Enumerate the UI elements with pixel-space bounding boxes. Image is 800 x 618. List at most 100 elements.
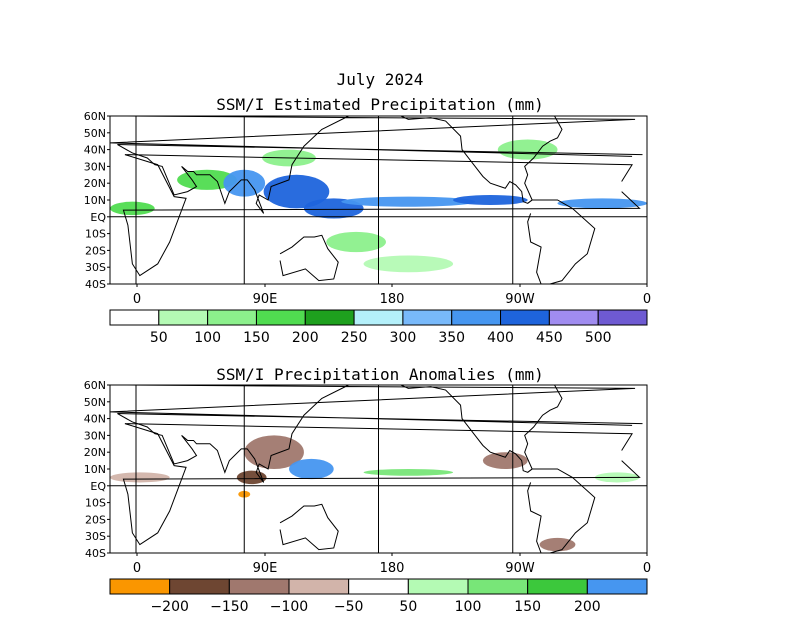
- anomaly-lon-label: 90W: [505, 561, 535, 576]
- anomaly-lat-label: 10N: [84, 463, 106, 476]
- anomaly-colorbar-label: −100: [270, 599, 308, 615]
- precip-colorbar-label: 50: [150, 330, 168, 346]
- anomaly-coast-africa: [122, 423, 641, 546]
- map-period-title: July 2024: [336, 70, 424, 89]
- precip-lat-label: 20N: [84, 177, 106, 190]
- precip-lat-label: 20S: [85, 244, 106, 257]
- precip-colorbar-label: 300: [390, 330, 417, 346]
- precip-colorbar-swatch: [402, 309, 453, 326]
- precip-field-11: [326, 231, 386, 253]
- anomaly-lat-label: 20S: [85, 513, 106, 526]
- anomaly-lon-label: 0: [643, 561, 651, 576]
- precip-colorbar-swatch: [548, 309, 599, 326]
- anomaly-field-0: [244, 435, 304, 470]
- anomaly-colorbar: −200 −150 −100 −50 50 100 150 200: [109, 578, 648, 615]
- precip-colorbar-swatch: [255, 309, 306, 326]
- anomaly-map-panel: 60N 50N 40N 30N 20N 10N EQ 10S 20S 30S 40S 0 90E 180 9…: [84, 379, 651, 576]
- anomaly-colorbar-label: −200: [150, 599, 188, 615]
- anomaly-lat-label: 60N: [84, 379, 106, 392]
- anomaly-coast-n_america: [400, 384, 563, 473]
- precip-lat-label: 30N: [84, 160, 106, 173]
- anomaly-coast-europe_asia: [109, 384, 643, 483]
- anomaly-field-6: [539, 537, 576, 552]
- precip-lat-label: EQ: [90, 211, 106, 224]
- anomaly-precip-fields: [109, 435, 640, 552]
- precip-colorbar-swatch: [304, 309, 355, 326]
- anomaly-colorbar-label: 200: [574, 599, 601, 615]
- anomaly-colorbar-label: 100: [455, 599, 482, 615]
- precip-colorbar-swatch: [353, 309, 404, 326]
- anomaly-lon-label: 90E: [253, 561, 278, 576]
- precip-lon-label: 180: [380, 292, 405, 307]
- precip-field-10: [363, 255, 454, 273]
- precip-colorbar-swatch: [597, 309, 648, 326]
- precip-field-5: [453, 194, 528, 206]
- anomaly-colorbar-label: 50: [399, 599, 417, 615]
- precip-coast-australia: [279, 234, 339, 282]
- anomaly-colorbar-swatch: [288, 578, 350, 595]
- anomaly-lon-label: 0: [133, 561, 141, 576]
- anomaly-lon-label: 180: [380, 561, 405, 576]
- precip-field-0: [177, 169, 237, 190]
- anomaly-colorbar-swatch: [348, 578, 409, 595]
- anomaly-colorbar-label: −150: [210, 599, 248, 615]
- precip-lat-label: 50N: [84, 127, 106, 140]
- anomaly-lat-label: 30N: [84, 429, 106, 442]
- precip-lon-label: 0: [643, 292, 651, 307]
- anomaly-map-title: SSM/I Precipitation Anomalies (mm): [216, 365, 544, 384]
- anomaly-colorbar-swatch: [109, 578, 171, 595]
- precip-colorbar-label: 400: [487, 330, 514, 346]
- precip-colorbar-label: 450: [536, 330, 563, 346]
- precip-colorbar-label: 100: [194, 330, 221, 346]
- precip-field-7: [110, 201, 155, 216]
- anomaly-lat-label: 40S: [85, 547, 106, 560]
- precip-lat-label: 10N: [84, 194, 106, 207]
- precip-colorbar-label: 200: [292, 330, 319, 346]
- precip-coast-s_america: [527, 199, 596, 285]
- anomaly-colorbar-swatch: [467, 578, 529, 595]
- anomaly-colorbar-swatch: [407, 578, 469, 595]
- anomaly-lat-label: 20N: [84, 446, 106, 459]
- anomaly-lat-label: 40N: [84, 413, 106, 426]
- precip-coast-africa: [122, 154, 641, 277]
- anomaly-field-5: [109, 472, 170, 483]
- precip-colorbar-swatch: [207, 309, 257, 326]
- precip-lat-label: 60N: [84, 110, 106, 123]
- precip-colorbar: 50 100 150 200 250 300 350 400 450 500: [109, 309, 648, 346]
- anomaly-lat-label: 50N: [84, 396, 106, 409]
- precip-lat-label: 10S: [85, 228, 106, 241]
- precip-field-4: [341, 196, 476, 207]
- anomaly-colorbar-swatch: [169, 578, 230, 595]
- precip-lat-label: 40N: [84, 144, 106, 157]
- precip-colorbar-label: 250: [341, 330, 368, 346]
- anomaly-colorbar-swatch: [228, 578, 290, 595]
- precip-map-title: SSM/I Estimated Precipitation (mm): [216, 95, 544, 114]
- anomaly-field-2: [289, 458, 334, 480]
- anomaly-lat-label: 30S: [85, 530, 106, 543]
- precip-colorbar-swatch: [109, 309, 160, 326]
- anomaly-lat-label: 10S: [85, 497, 106, 510]
- precip-lat-label: 40S: [85, 278, 106, 291]
- precip-precip-fields: [110, 139, 647, 273]
- anomaly-colorbar-label: 150: [514, 599, 541, 615]
- precip-colorbar-label: 350: [438, 330, 465, 346]
- precip-colorbar-label: 500: [585, 330, 612, 346]
- precip-colorbar-swatch: [158, 309, 209, 326]
- precip-lon-label: 90E: [253, 292, 278, 307]
- precip-colorbar-label: 150: [243, 330, 270, 346]
- precip-coast-n_america: [400, 115, 563, 204]
- anomaly-field-4: [482, 452, 528, 469]
- anomaly-field-3: [363, 469, 454, 476]
- precip-field-6: [557, 198, 647, 209]
- anomaly-colorbar-swatch: [586, 578, 648, 595]
- anomaly-coastlines: [109, 384, 643, 554]
- anomaly-colorbar-swatch: [527, 578, 588, 595]
- anomaly-coast-s_america: [527, 468, 596, 554]
- precip-colorbar-swatch: [500, 309, 550, 326]
- precip-lat-label: 30S: [85, 261, 106, 274]
- precip-lon-label: 0: [133, 292, 141, 307]
- anomaly-colorbar-label: −50: [334, 599, 364, 615]
- precip-lon-label: 90W: [505, 292, 535, 307]
- precip-map-panel: 60N 50N 40N 30N 20N 10N EQ 10S 20S 30S 40S 0 90E 180 9…: [84, 110, 651, 307]
